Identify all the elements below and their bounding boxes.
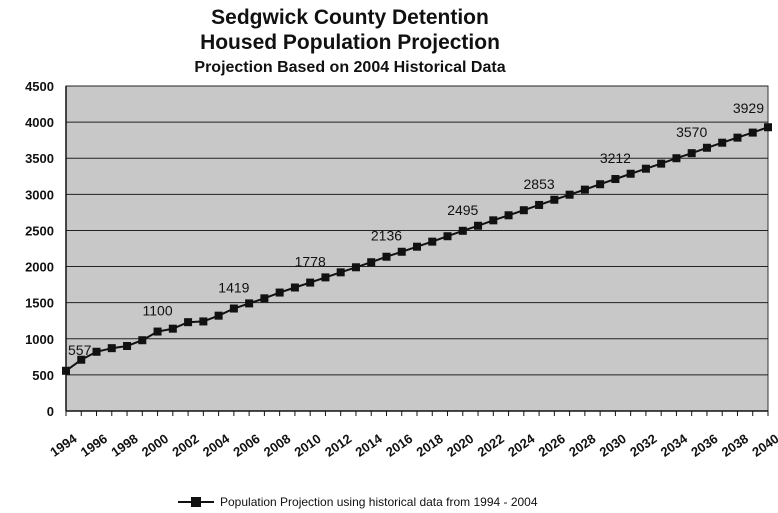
- data-label: 3212: [600, 150, 631, 166]
- data-label: 1419: [218, 280, 249, 296]
- data-label: 557: [68, 342, 92, 358]
- data-point: [306, 278, 315, 287]
- x-tick-label: 2008: [261, 431, 293, 460]
- data-point: [519, 206, 528, 215]
- data-point: [489, 216, 498, 225]
- data-point: [245, 299, 254, 308]
- x-tick-label: 2030: [597, 431, 629, 460]
- data-point: [199, 317, 208, 326]
- data-label: 2853: [524, 176, 555, 192]
- chart-title: Sedgwick County Detention: [211, 6, 489, 29]
- y-tick-label: 0: [47, 404, 54, 419]
- y-tick-label: 2000: [25, 260, 54, 275]
- x-tick-label: 2034: [658, 430, 691, 459]
- data-point: [138, 336, 147, 345]
- y-tick-label: 500: [32, 368, 54, 383]
- legend-line-marker-icon: [178, 496, 214, 508]
- data-point: [702, 143, 711, 152]
- data-label: 1778: [295, 254, 326, 270]
- data-point: [596, 180, 605, 189]
- data-point: [413, 242, 421, 251]
- data-point: [382, 252, 391, 261]
- data-point: [214, 311, 223, 320]
- x-tick-label: 2014: [352, 430, 385, 459]
- data-point: [290, 283, 299, 292]
- data-point: [168, 324, 177, 333]
- legend-label: Population Projection using historical d…: [220, 495, 538, 509]
- y-tick-label: 2500: [25, 223, 54, 238]
- data-point: [565, 190, 574, 199]
- data-point: [428, 237, 437, 246]
- data-point: [580, 185, 589, 194]
- x-tick-label: 2022: [475, 431, 507, 460]
- data-point: [351, 263, 360, 272]
- x-tick-label: 2026: [536, 431, 568, 460]
- x-tick-label: 2028: [566, 431, 598, 460]
- data-point: [123, 342, 132, 350]
- data-point: [687, 149, 696, 158]
- data-point: [107, 344, 116, 353]
- y-tick-label: 4000: [25, 115, 54, 130]
- x-tick-label: 1994: [47, 430, 80, 459]
- x-tick-label: 2012: [322, 431, 354, 460]
- data-point: [443, 232, 452, 241]
- data-label: 2495: [447, 202, 478, 218]
- y-tick-label: 1000: [25, 332, 54, 347]
- y-tick-label: 1500: [25, 296, 54, 311]
- x-tick-label: 2018: [414, 431, 446, 460]
- data-point: [626, 169, 635, 178]
- data-point: [275, 288, 284, 297]
- data-label: 2136: [371, 228, 402, 244]
- data-point: [367, 258, 376, 267]
- data-point: [153, 327, 162, 336]
- data-point: [718, 138, 727, 147]
- y-tick-label: 3000: [25, 187, 54, 202]
- data-point: [748, 128, 757, 137]
- data-point: [611, 175, 620, 184]
- x-tick-label: 2010: [291, 431, 323, 460]
- x-tick-label: 2038: [719, 431, 751, 460]
- data-point: [260, 294, 269, 303]
- data-point: [733, 133, 742, 142]
- x-tick-label: 1996: [78, 431, 110, 460]
- y-tick-label: 3500: [25, 151, 54, 166]
- data-label: 1100: [143, 303, 173, 319]
- x-tick-label: 2032: [627, 431, 659, 460]
- data-point: [92, 347, 101, 356]
- data-point: [550, 195, 559, 204]
- data-point: [336, 268, 345, 277]
- data-point: [229, 304, 238, 313]
- y-tick-label: 4500: [25, 79, 54, 94]
- x-tick-label: 2000: [139, 431, 171, 460]
- data-point: [397, 247, 406, 256]
- x-tick-label: 2020: [444, 431, 476, 460]
- x-tick-label: 2024: [505, 430, 538, 459]
- data-label: 3929: [733, 100, 764, 116]
- chart-subtitle: Projection Based on 2004 Historical Data: [194, 59, 506, 76]
- x-tick-label: 1998: [108, 431, 140, 460]
- data-point: [321, 273, 330, 282]
- data-point: [77, 355, 86, 364]
- x-tick-label: 2002: [169, 431, 201, 460]
- data-point: [62, 366, 70, 375]
- chart-title-line2: Housed Population Projection: [200, 31, 500, 54]
- x-tick-label: 2004: [200, 430, 233, 459]
- x-tick-label: 2006: [230, 431, 262, 460]
- x-tick-label: 2016: [383, 431, 415, 460]
- data-point: [657, 159, 666, 168]
- data-point: [458, 226, 467, 235]
- data-point: [184, 318, 193, 327]
- x-tick-label: 2036: [688, 431, 720, 460]
- data-point: [535, 200, 544, 209]
- data-point: [672, 154, 681, 163]
- data-point: [504, 211, 513, 220]
- data-point: [764, 123, 772, 132]
- data-point: [474, 221, 483, 230]
- data-label: 3570: [676, 124, 707, 140]
- data-point: [641, 164, 650, 173]
- x-tick-label: 2040: [749, 431, 778, 460]
- legend: Population Projection using historical d…: [178, 494, 538, 510]
